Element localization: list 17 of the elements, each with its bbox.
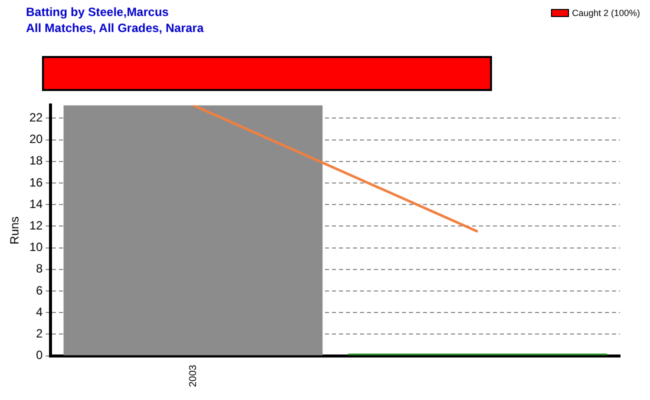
- y-tick-label: 10: [29, 240, 44, 254]
- y-tick-label: 4: [36, 304, 44, 319]
- y-tick-label: 18: [29, 154, 44, 168]
- y-tick-label: 12: [29, 218, 44, 232]
- text: Caught 2 (100%): [572, 8, 640, 18]
- chart-subtitle: All Matches, All Grades, Narara: [26, 20, 204, 36]
- y-tick-label: 14: [29, 196, 44, 211]
- y-tick-label: 16: [29, 175, 44, 190]
- x-tick-label: 2003: [188, 364, 199, 388]
- y-tick-label: 6: [36, 283, 44, 298]
- y-tick-label: 22: [29, 110, 44, 124]
- y-tick-label: 0: [36, 348, 44, 362]
- y-tick-label: 8: [36, 262, 44, 276]
- y-axis-title: Runs: [8, 216, 22, 244]
- y-tick-label: 2: [36, 326, 44, 340]
- chart-title: Batting by Steele,Marcus: [26, 4, 170, 20]
- y-tick-label: 20: [29, 132, 44, 146]
